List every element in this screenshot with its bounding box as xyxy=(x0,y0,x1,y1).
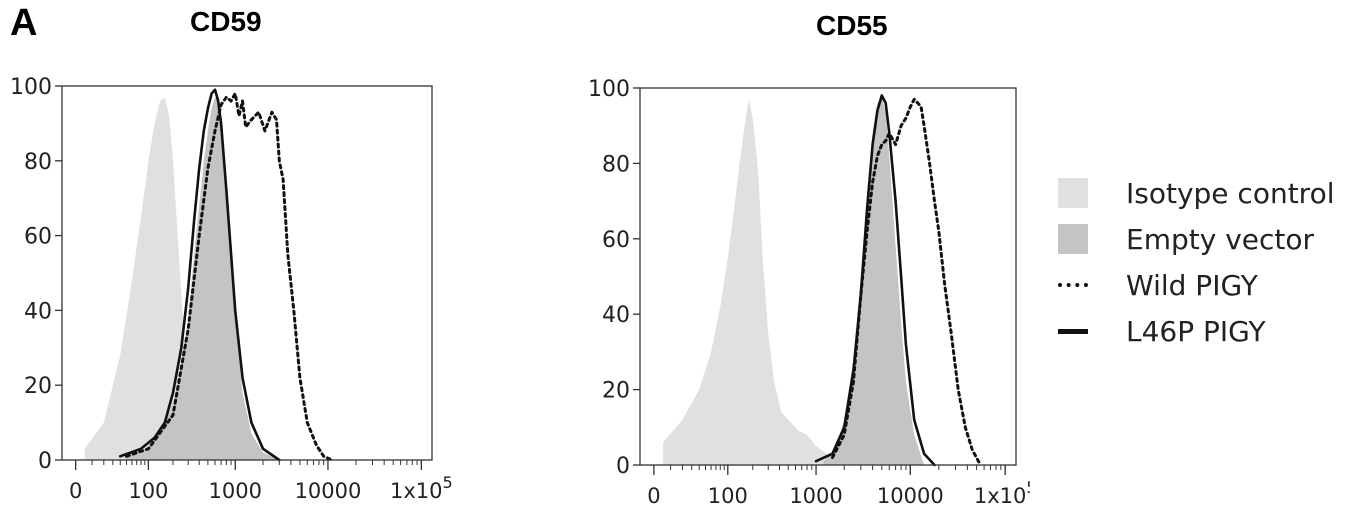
series-solid xyxy=(814,94,936,467)
series-fill-dark xyxy=(823,95,925,465)
legend-label: Empty vector xyxy=(1126,222,1315,256)
series-fill-light xyxy=(84,97,263,460)
x-tick-label-exponent: 5 xyxy=(443,473,453,492)
y-tick-label: 100 xyxy=(588,77,630,102)
y-tick-label: 60 xyxy=(24,225,52,250)
legend-swatch-dotted xyxy=(1058,283,1088,287)
y-tick-label: 20 xyxy=(602,379,630,404)
plot-frame xyxy=(639,87,1017,466)
x-tick-label: 1000 xyxy=(789,484,842,508)
chart-title-cd55: CD55 xyxy=(816,10,888,41)
legend-label: L46P PIGY xyxy=(1126,314,1266,348)
series-dotted xyxy=(831,97,982,467)
legend-swatch-light xyxy=(1058,178,1088,208)
series-fill-light xyxy=(663,99,836,466)
legend-item-empty-vector: Empty vector xyxy=(1058,216,1334,262)
y-tick-label: 100 xyxy=(10,75,52,100)
legend-label: Wild PIGY xyxy=(1126,268,1258,302)
x-tick-label: 0 xyxy=(647,484,660,508)
legend: Isotype control Empty vector Wild PIGY L… xyxy=(1058,170,1334,354)
plot-frame xyxy=(61,85,433,461)
y-tick-label: 0 xyxy=(38,449,52,474)
x-tick-label: 1x105 xyxy=(390,473,453,503)
legend-swatch-dark xyxy=(1058,224,1088,254)
x-tick-label: 0 xyxy=(69,479,82,503)
x-tick-label: 10000 xyxy=(877,484,944,508)
y-tick-label: 80 xyxy=(602,152,630,177)
y-tick-label: 40 xyxy=(24,299,52,324)
x-tick-label: 1000 xyxy=(209,479,262,503)
legend-item-isotype-control: Isotype control xyxy=(1058,170,1334,216)
y-tick-label: 40 xyxy=(602,303,630,328)
y-tick-label: 20 xyxy=(24,374,52,399)
series-solid xyxy=(118,88,281,462)
series-fill-dark xyxy=(126,97,280,460)
panel-label: A xyxy=(10,2,38,44)
legend-swatch-solid xyxy=(1058,328,1088,334)
legend-item-wild-pigy: Wild PIGY xyxy=(1058,262,1334,308)
y-tick-label: 80 xyxy=(24,150,52,175)
x-tick-label: 100 xyxy=(708,484,748,508)
series-dotted xyxy=(125,92,334,462)
legend-item-l46p-pigy: L46P PIGY xyxy=(1058,308,1334,354)
x-tick-label-exponent: 5 xyxy=(1026,478,1030,497)
legend-label: Isotype control xyxy=(1126,176,1335,210)
x-tick-label: 10000 xyxy=(295,479,362,503)
chart-title-cd59: CD59 xyxy=(190,6,262,37)
x-tick-label: 1x105 xyxy=(974,478,1030,508)
y-tick-label: 0 xyxy=(616,454,630,479)
y-tick-label: 60 xyxy=(602,228,630,253)
x-tick-label: 100 xyxy=(128,479,168,503)
